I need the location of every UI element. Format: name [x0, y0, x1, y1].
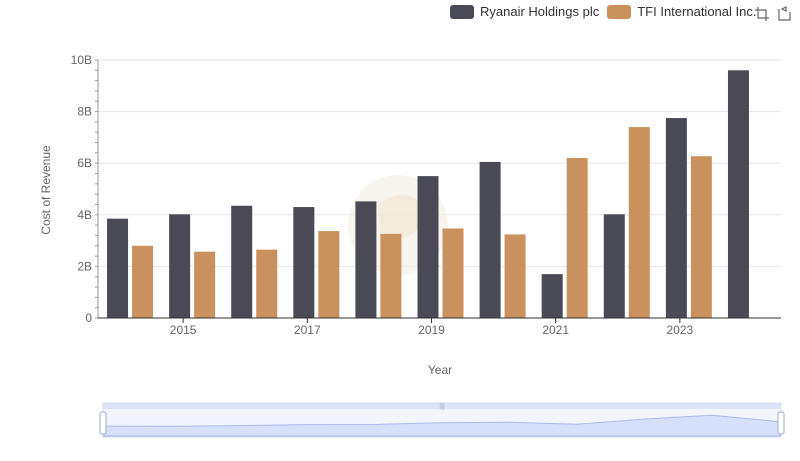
axes: 0 2B 4B 6B 8B 10B 2015 2017 2019 2021 2023	[71, 53, 781, 337]
bar-tfi-2022[interactable]	[628, 127, 650, 318]
bar-tfi-2017[interactable]	[318, 231, 340, 318]
x-tick-label: 2019	[418, 323, 445, 337]
bar-ryanair-2024[interactable]	[727, 70, 749, 318]
bar-tfi-2021[interactable]	[566, 158, 588, 318]
y-tick-label: 0	[85, 311, 92, 325]
bar-ryanair-2018[interactable]	[355, 201, 377, 318]
bar-tfi-2014[interactable]	[132, 245, 154, 318]
legend: Ryanair Holdings plc TFI International I…	[450, 4, 764, 19]
restore-icon[interactable]	[776, 6, 792, 22]
toolbox	[748, 6, 792, 22]
data-zoom-slider[interactable]: |||	[99, 402, 785, 438]
x-tick-label: 2015	[170, 323, 197, 337]
bar-tfi-2016[interactable]	[256, 249, 278, 318]
bar-ryanair-2014[interactable]	[107, 218, 129, 318]
y-tick-label: 10B	[71, 53, 92, 67]
bar-tfi-2015[interactable]	[194, 251, 216, 318]
legend-label-ryanair: Ryanair Holdings plc	[480, 4, 600, 19]
slider-grip-icon: |||	[439, 403, 445, 410]
bar-tfi-2019[interactable]	[442, 228, 464, 318]
zoom-icon[interactable]	[754, 6, 770, 22]
x-tick-label: 2021	[542, 323, 569, 337]
bar-tfi-2023[interactable]	[690, 156, 712, 318]
bar-ryanair-2019[interactable]	[417, 176, 439, 318]
bar-tfi-2020[interactable]	[504, 234, 526, 318]
bars	[107, 70, 749, 318]
y-axis-label: Cost of Revenue	[39, 145, 53, 235]
bar-ryanair-2016[interactable]	[231, 205, 253, 318]
bar-ryanair-2022[interactable]	[603, 214, 625, 318]
legend-item-tfi[interactable]: TFI International Inc.	[607, 4, 756, 19]
slider-handle-left[interactable]	[99, 411, 107, 435]
legend-swatch-tfi	[607, 4, 632, 19]
bar-ryanair-2017[interactable]	[293, 207, 315, 318]
bar-ryanair-2015[interactable]	[169, 214, 191, 318]
bar-ryanair-2021[interactable]	[541, 274, 563, 318]
bar-ryanair-2020[interactable]	[479, 161, 501, 318]
y-tick-label: 8B	[77, 105, 92, 119]
x-axis-label: Year	[428, 363, 452, 377]
legend-item-ryanair[interactable]: Ryanair Holdings plc	[450, 4, 599, 19]
bar-ryanair-2023[interactable]	[665, 118, 687, 318]
x-tick-label: 2023	[667, 323, 694, 337]
y-tick-label: 4B	[77, 208, 92, 222]
bar-tfi-2018[interactable]	[380, 233, 402, 318]
legend-swatch-ryanair	[450, 4, 474, 19]
y-tick-label: 6B	[77, 156, 92, 170]
legend-label-tfi: TFI International Inc.	[637, 4, 757, 19]
x-tick-label: 2017	[294, 323, 321, 337]
y-tick-label: 2B	[77, 259, 92, 273]
slider-handle-right[interactable]	[777, 411, 785, 435]
